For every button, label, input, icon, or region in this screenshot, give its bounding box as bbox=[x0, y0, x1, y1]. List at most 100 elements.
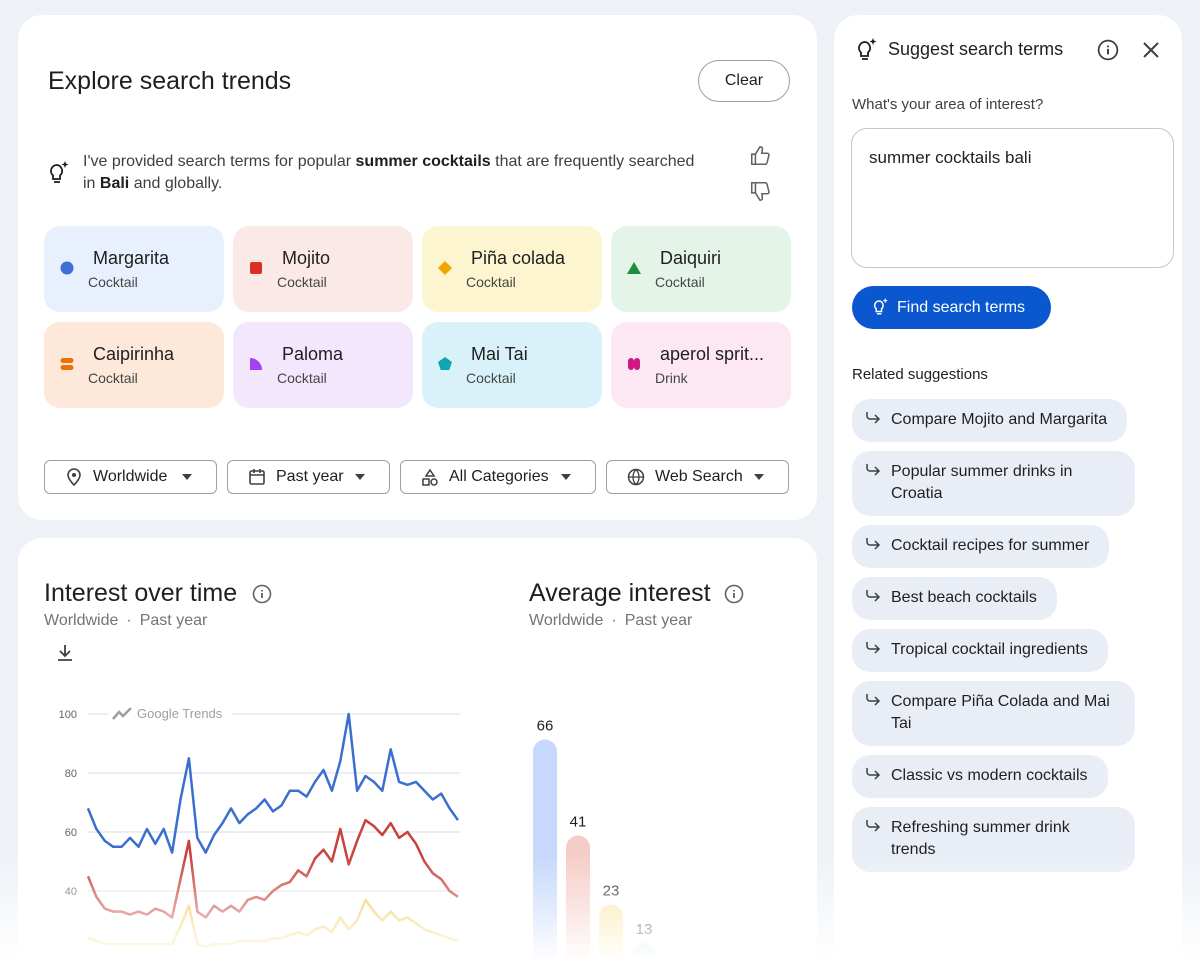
location: Worldwide bbox=[44, 612, 119, 629]
filter-dropdown[interactable]: Past year bbox=[227, 460, 390, 494]
suggestion-chip[interactable]: Compare Piña Colada and Mai Tai bbox=[852, 681, 1135, 746]
term-card[interactable]: Caipirinha Cocktail bbox=[44, 322, 224, 408]
period: Past year bbox=[139, 612, 208, 629]
term-category: Cocktail bbox=[277, 370, 327, 386]
arrow-icon bbox=[866, 768, 881, 780]
filter-icon bbox=[627, 468, 645, 486]
term-category: Cocktail bbox=[466, 370, 516, 386]
filter-dropdown[interactable]: Web Search bbox=[606, 460, 789, 494]
arrow-icon bbox=[866, 412, 881, 424]
separator: · bbox=[611, 612, 617, 629]
text: that are frequently searched in bbox=[83, 153, 695, 192]
term-card[interactable]: aperol sprit... Drink bbox=[611, 322, 791, 408]
arrow-icon bbox=[866, 642, 881, 654]
thumbs-up[interactable] bbox=[749, 145, 771, 167]
caret-icon bbox=[182, 474, 192, 480]
ai-message: I've provided search terms for popular s… bbox=[83, 151, 708, 195]
suggestion-chip[interactable]: Classic vs modern cocktails bbox=[852, 755, 1108, 798]
suggestion-text: Compare Mojito and Margarita bbox=[891, 411, 1108, 428]
term-icon bbox=[60, 358, 74, 370]
term-name: Daiquiri bbox=[660, 248, 722, 268]
suggestion-chip[interactable]: Popular summer drinks in Croatia bbox=[852, 451, 1135, 516]
suggestion-text: Popular summer drinks in Croatia bbox=[891, 463, 1073, 502]
filter-label: Worldwide bbox=[93, 468, 168, 485]
suggestion-text: Refreshing summer drink trends bbox=[891, 819, 1070, 858]
filter-label: All Categories bbox=[449, 468, 549, 485]
term-icon bbox=[438, 357, 452, 370]
interest-input[interactable]: summer cocktails bali bbox=[851, 128, 1174, 268]
suggestion-chip[interactable]: Compare Mojito and Margarita bbox=[852, 399, 1128, 442]
filter-icon bbox=[249, 469, 265, 485]
term-icon bbox=[250, 358, 262, 370]
text: and globally. bbox=[129, 175, 223, 192]
prompt-label: What's your area of interest? bbox=[852, 96, 1044, 113]
term-name: Margarita bbox=[93, 248, 170, 268]
close-icon[interactable] bbox=[1142, 41, 1160, 59]
info-icon[interactable] bbox=[724, 584, 744, 604]
suggestion-chip[interactable]: Tropical cocktail ingredients bbox=[852, 629, 1108, 672]
caret-icon bbox=[355, 474, 365, 480]
term-category: Cocktail bbox=[466, 274, 516, 290]
term-name: Paloma bbox=[282, 344, 344, 364]
term-category: Cocktail bbox=[88, 370, 138, 386]
suggestion-text: Compare Piña Colada and Mai Tai bbox=[891, 693, 1110, 732]
location: Worldwide bbox=[529, 612, 604, 629]
clear-button[interactable]: Clear bbox=[698, 60, 790, 102]
download-icon[interactable] bbox=[55, 643, 75, 663]
sparkle-icon bbox=[874, 298, 888, 315]
text: I've provided search terms for popular bbox=[83, 153, 356, 170]
caret-icon bbox=[561, 474, 571, 480]
filter-dropdown[interactable]: All Categories bbox=[400, 460, 596, 494]
find-button[interactable]: Find search terms bbox=[852, 286, 1051, 329]
term-icon bbox=[628, 358, 640, 370]
term-card[interactable]: Margarita Cocktail bbox=[44, 226, 224, 312]
bold-text: Bali bbox=[99, 175, 130, 192]
chart-card: Interest over time Worldwide · Past year A… bbox=[18, 538, 817, 958]
term-icon bbox=[438, 261, 452, 275]
term-card[interactable]: Daiquiri Cocktail bbox=[611, 226, 791, 312]
suggestion-chip[interactable]: Cocktail recipes for summer bbox=[852, 525, 1110, 568]
term-category: Drink bbox=[655, 370, 688, 386]
arrow-icon bbox=[866, 820, 881, 832]
term-icon bbox=[627, 262, 641, 274]
info-icon[interactable] bbox=[1097, 39, 1119, 61]
suggestion-text: Cocktail recipes for summer bbox=[891, 537, 1090, 554]
term-name: Caipirinha bbox=[93, 344, 175, 364]
panel-title: Suggest search terms bbox=[888, 39, 1064, 59]
sparkle-icon bbox=[50, 161, 69, 183]
filter-label: Web Search bbox=[655, 468, 743, 485]
average-title: Average interest bbox=[529, 579, 711, 607]
term-card[interactable]: Piña colada Cocktail bbox=[422, 226, 602, 312]
arrow-icon bbox=[866, 464, 881, 476]
suggestion-text: Tropical cocktail ingredients bbox=[891, 641, 1088, 658]
suggestion-chip[interactable]: Best beach cocktails bbox=[852, 577, 1057, 620]
term-grid: Margarita Cocktail Mojito Cocktail Piña cola… bbox=[44, 226, 791, 408]
arrow-icon bbox=[866, 590, 881, 602]
filter-dropdown[interactable]: Worldwide bbox=[44, 460, 217, 494]
term-card[interactable]: Paloma Cocktail bbox=[233, 322, 413, 408]
separator: · bbox=[126, 612, 132, 629]
suggestion-list: Compare Mojito and Margarita Popular summ… bbox=[852, 399, 1135, 872]
bold-text: summer cocktails bbox=[355, 153, 491, 170]
term-name: Piña colada bbox=[471, 248, 566, 268]
term-card[interactable]: Mojito Cocktail bbox=[233, 226, 413, 312]
term-category: Cocktail bbox=[655, 274, 705, 290]
suggestion-text: Classic vs modern cocktails bbox=[891, 767, 1088, 784]
term-icon bbox=[60, 261, 74, 275]
info-icon[interactable] bbox=[252, 584, 272, 604]
term-name: Mojito bbox=[282, 248, 331, 268]
suggestion-chip[interactable]: Refreshing summer drink trends bbox=[852, 807, 1135, 872]
suggest-panel: Suggest search terms What's your area of… bbox=[834, 15, 1182, 958]
term-name: aperol sprit... bbox=[660, 344, 765, 364]
term-category: Cocktail bbox=[277, 274, 327, 290]
term-name: Mai Tai bbox=[471, 344, 528, 364]
filter-icon bbox=[422, 468, 438, 486]
term-card[interactable]: Mai Tai Cocktail bbox=[422, 322, 602, 408]
term-icon bbox=[250, 262, 262, 274]
filter-icon bbox=[67, 468, 81, 486]
thumbs-down[interactable] bbox=[749, 180, 771, 202]
interest-title: Interest over time bbox=[44, 579, 238, 607]
average-subtitle: Worldwide · Past year bbox=[529, 612, 700, 630]
suggestion-text: Best beach cocktails bbox=[891, 589, 1037, 606]
